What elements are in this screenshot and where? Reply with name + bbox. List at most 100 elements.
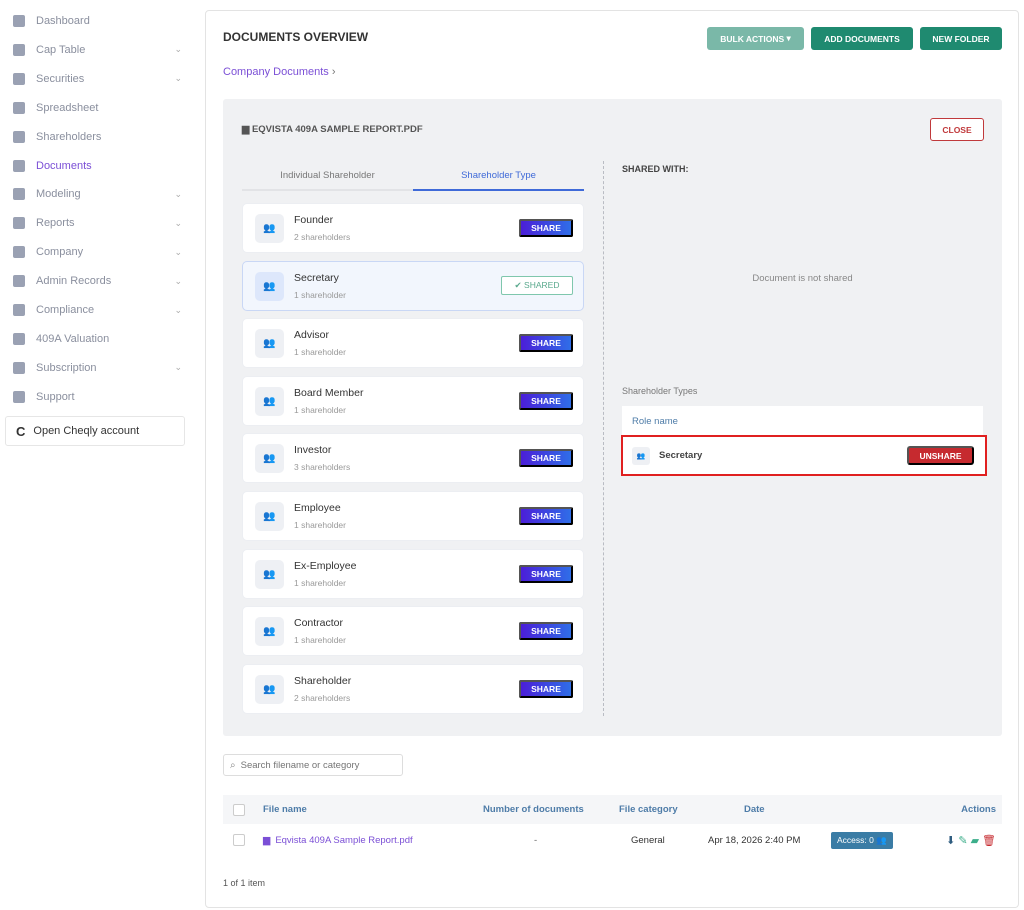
users-icon: 👥 <box>255 214 284 243</box>
role-name: Secretary <box>294 271 339 284</box>
chevron-down-icon[interactable]: ⌄ <box>174 73 182 84</box>
sidebar-item-label: Support <box>36 390 75 403</box>
role-card: 👥 Secretary 1 shareholder ✔ SHARED <box>242 260 584 311</box>
open-cheqly-account-button[interactable]: C Open Cheqly account <box>5 416 185 446</box>
main-content: DOCUMENTS OVERVIEW BULK ACTIONS ▾ ADD DO… <box>205 10 1019 908</box>
sidebar-item-cap-table[interactable]: Cap Table ⌄ <box>10 38 190 62</box>
trash-icon[interactable]: 🗑 <box>982 834 996 847</box>
sidebar-item-support[interactable]: Support <box>10 385 190 409</box>
sidebar-item-reports[interactable]: Reports ⌄ <box>10 211 190 235</box>
chevron-down-icon[interactable]: ⌄ <box>174 217 182 228</box>
sidebar: Dashboard Cap Table ⌄ Securities ⌄ Spreadshee… <box>0 0 200 910</box>
role-count: 1 shareholder <box>294 635 346 646</box>
breadcrumb-company-documents[interactable]: Company Documents <box>223 66 329 78</box>
sidebar-item-modeling[interactable]: Modeling ⌄ <box>10 182 190 206</box>
lightbulb-icon <box>13 188 25 201</box>
support-icon <box>13 390 25 403</box>
shared-role-row: 👥 Secretary UNSHARE <box>621 435 987 476</box>
share-button[interactable]: SHARE <box>519 219 573 237</box>
role-count: 1 shareholder <box>294 404 346 415</box>
tab-individual-shareholder[interactable]: Individual Shareholder <box>280 169 375 181</box>
close-button[interactable]: CLOSE <box>930 118 984 141</box>
col-date[interactable]: Date <box>744 804 765 815</box>
shared-button[interactable]: ✔ SHARED <box>501 275 573 295</box>
users-icon: 👥 <box>255 617 284 647</box>
pie-chart-icon <box>13 43 25 56</box>
role-count: 2 shareholders <box>294 692 351 703</box>
file-name-text: EQVISTA 409A SAMPLE REPORT.PDF <box>251 124 423 135</box>
building-icon <box>13 246 25 259</box>
sidebar-item-admin-records[interactable]: Admin Records ⌄ <box>10 269 190 293</box>
dollar-icon <box>13 361 25 374</box>
user-icon <box>13 130 25 143</box>
col-number-of-documents[interactable]: Number of documents <box>483 804 584 815</box>
sidebar-item-spreadsheet[interactable]: Spreadsheet <box>10 96 190 120</box>
clipboard-icon <box>13 72 25 85</box>
search-input[interactable] <box>240 759 391 771</box>
search-box[interactable]: ⌕ <box>223 754 403 776</box>
role-name: Contractor <box>294 617 344 630</box>
role-card: 👥 Founder 2 shareholders SHARE <box>242 203 584 253</box>
cheqly-logo-icon: C <box>16 423 26 439</box>
share-button[interactable]: SHARE <box>519 391 573 410</box>
sidebar-item-label: Compliance <box>36 304 95 316</box>
folder-icon[interactable]: ▰ <box>970 834 980 847</box>
sidebar-item-shareholders[interactable]: Shareholders <box>10 125 190 149</box>
breadcrumb[interactable]: Company Documents › <box>223 66 336 78</box>
select-all-checkbox[interactable] <box>233 803 245 816</box>
sidebar-item-dashboard[interactable]: Dashboard <box>10 9 190 33</box>
chevron-down-icon[interactable]: ⌄ <box>174 362 182 373</box>
chevron-down-icon[interactable]: ⌄ <box>174 304 182 315</box>
users-icon: 👥 <box>876 834 887 845</box>
file-link[interactable]: ▆ Eqvista 409A Sample Report.pdf <box>263 824 413 856</box>
chevron-down-icon[interactable]: ⌄ <box>174 44 182 55</box>
share-button[interactable]: SHARE <box>519 507 573 525</box>
edit-icon[interactable]: ✎ <box>958 834 968 847</box>
access-label: Access: 0 <box>837 834 874 845</box>
role-count: 3 shareholders <box>294 462 351 473</box>
role-card: 👥 Investor 3 shareholders SHARE <box>242 433 584 484</box>
share-button[interactable]: SHARE <box>519 679 573 698</box>
sidebar-item-company[interactable]: Company ⌄ <box>10 240 190 264</box>
role-card: 👥 Advisor 1 shareholder SHARE <box>242 318 584 369</box>
cheqly-label: Open Cheqly account <box>33 425 140 437</box>
share-button[interactable]: SHARE <box>519 564 573 583</box>
caret-down-icon: ▾ <box>786 33 791 43</box>
users-icon: 👥 <box>255 329 284 359</box>
share-button[interactable]: SHARE <box>519 449 573 468</box>
sidebar-item-compliance[interactable]: Compliance ⌄ <box>10 298 190 322</box>
role-name: Board Member <box>294 386 364 399</box>
users-icon: 👥 <box>255 271 284 301</box>
col-file-name[interactable]: File name <box>263 804 307 815</box>
chevron-down-icon[interactable]: ⌄ <box>174 246 182 257</box>
table-header: File name Number of documents File categ… <box>223 795 1002 824</box>
sidebar-item-subscription[interactable]: Subscription ⌄ <box>10 356 190 380</box>
sidebar-item-409a-valuation[interactable]: 409A Valuation <box>10 327 190 351</box>
download-icon[interactable]: ⬇ <box>946 834 956 847</box>
share-button[interactable]: SHARE <box>519 334 573 353</box>
check-icon: ✔ <box>514 279 522 290</box>
bulk-actions-button[interactable]: BULK ACTIONS ▾ <box>707 27 804 50</box>
sidebar-item-label: Spreadsheet <box>36 101 99 114</box>
access-button[interactable]: Access: 0 👥 <box>831 831 893 849</box>
records-icon <box>13 275 25 288</box>
add-documents-button[interactable]: ADD DOCUMENTS <box>811 27 913 50</box>
tab-shareholder-type[interactable]: Shareholder Type <box>413 161 584 191</box>
new-folder-button[interactable]: NEW FOLDER <box>920 27 1002 50</box>
chevron-down-icon[interactable]: ⌄ <box>174 188 182 199</box>
row-checkbox[interactable] <box>233 834 245 846</box>
table-row: ▆ Eqvista 409A Sample Report.pdf - Genera… <box>223 824 1002 856</box>
bulk-actions-label: BULK ACTIONS <box>720 33 785 44</box>
sidebar-item-documents[interactable]: Documents <box>10 154 190 178</box>
role-name: Founder <box>294 214 334 226</box>
role-name: Ex-Employee <box>294 559 357 572</box>
users-icon: 👥 <box>255 386 284 416</box>
unshare-button[interactable]: UNSHARE <box>907 446 974 465</box>
share-button[interactable]: SHARE <box>519 622 573 641</box>
col-file-category[interactable]: File category <box>619 804 678 815</box>
sidebar-item-label: Securities <box>36 72 85 85</box>
sidebar-item-securities[interactable]: Securities ⌄ <box>10 67 190 91</box>
chevron-down-icon[interactable]: ⌄ <box>174 275 182 286</box>
users-icon: 👥 <box>255 502 284 531</box>
file-name[interactable]: Eqvista 409A Sample Report.pdf <box>275 834 413 846</box>
